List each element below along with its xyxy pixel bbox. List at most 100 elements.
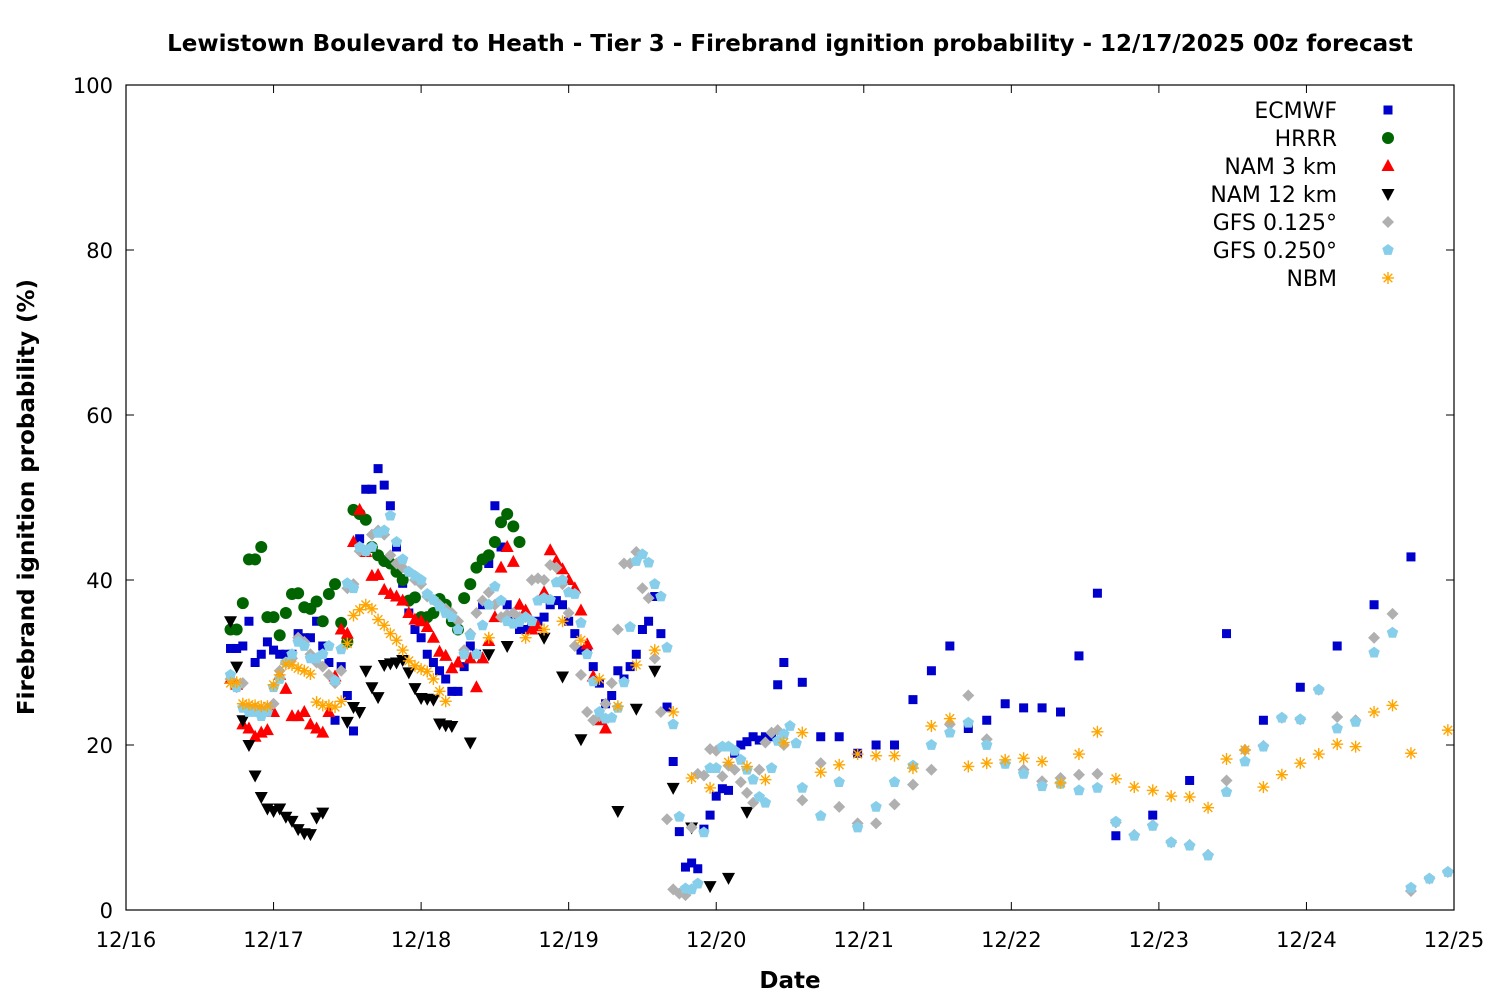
gfs-0-250-point <box>735 753 747 765</box>
ecmwf-point <box>392 542 402 552</box>
nbm-point <box>1183 790 1196 803</box>
nbm-point <box>230 676 243 689</box>
ecmwf-point <box>521 625 531 634</box>
data-points <box>224 464 1454 902</box>
hrrr-point <box>310 595 323 608</box>
gfs-0-250-point <box>888 776 901 787</box>
x-tick-label: 12/17 <box>243 928 304 952</box>
gfs-0-250-point <box>323 640 335 651</box>
nbm-point <box>906 762 919 775</box>
nbm-point <box>943 712 956 725</box>
gfs-0-250-point <box>1128 829 1140 841</box>
gfs-0-250-point <box>366 541 378 552</box>
nbm-point <box>1165 790 1178 803</box>
ecmwf-point <box>724 785 734 795</box>
nbm-point <box>359 598 372 611</box>
hrrr-point <box>267 611 280 624</box>
ecmwf-point <box>576 645 586 655</box>
nbm-point <box>1072 748 1085 761</box>
hrrr-point <box>396 574 409 586</box>
x-tick-label: 12/20 <box>686 928 747 952</box>
gfs-0-250-point <box>1294 713 1306 725</box>
gfs-0-250-point <box>495 594 507 606</box>
nbm-point <box>814 766 827 779</box>
gfs-0-250-point <box>778 728 790 740</box>
gfs-0-250-point <box>655 590 667 602</box>
gfs-0-125-point <box>550 561 563 574</box>
ecmwf-point <box>1019 703 1029 713</box>
gfs-0-250-point <box>1202 849 1214 861</box>
nbm-point <box>538 623 551 636</box>
gfs-0-125-point <box>1091 767 1104 780</box>
gfs-0-250-point <box>606 711 618 723</box>
nbm-point <box>611 700 624 713</box>
hrrr-point <box>482 549 495 562</box>
nbm-point <box>267 678 280 691</box>
nbm-point <box>722 756 735 769</box>
nbm-point <box>519 631 532 644</box>
nam-3-km-point <box>451 655 465 668</box>
gfs-0-250-point <box>618 676 630 688</box>
nbm-point <box>1017 752 1030 765</box>
chart-title: Lewistown Boulevard to Heath - Tier 3 - … <box>167 31 1413 57</box>
gfs-0-250-point <box>224 668 237 680</box>
nam-12-km-point <box>703 881 717 894</box>
ecmwf-point <box>379 480 389 490</box>
ecmwf-point <box>318 641 328 651</box>
gfs-0-250-point <box>446 611 458 622</box>
nam-3-km-point <box>402 606 416 618</box>
ecmwf-point <box>551 596 561 606</box>
ecmwf-point <box>312 616 322 626</box>
nam-3-km-point <box>500 540 514 552</box>
nbm-point <box>433 685 446 698</box>
nbm-point <box>1386 699 1399 712</box>
y-tick-label: 40 <box>86 569 113 593</box>
ecmwf-point <box>797 677 807 687</box>
nam-3-km-point <box>531 619 545 632</box>
nam-3-km-point <box>574 603 588 616</box>
ecmwf-point <box>539 612 549 622</box>
ecmwf-point <box>1037 703 1047 713</box>
hrrr-point <box>501 508 514 520</box>
nam-12-km-point <box>303 829 317 842</box>
gfs-0-250-point <box>833 776 845 787</box>
gfs-0-125-point <box>642 592 655 605</box>
nbm-point <box>396 644 409 657</box>
gfs-0-250-point <box>569 588 581 599</box>
ecmwf-point <box>1406 552 1416 562</box>
nam-12-km-point <box>285 815 299 828</box>
gfs-0-125-point <box>759 736 772 749</box>
nam-3-km-point <box>537 585 551 598</box>
gfs-0-250-point <box>692 877 704 889</box>
ecmwf-point <box>674 827 684 837</box>
y-tick-label: 20 <box>86 734 113 758</box>
gfs-0-125-point <box>384 549 397 562</box>
ecmwf-point <box>816 732 826 742</box>
ecmwf-point <box>1332 641 1342 651</box>
gfs-0-250-point <box>870 800 882 812</box>
hrrr-point <box>236 597 249 610</box>
nam-3-km-point <box>316 725 330 738</box>
x-tick-label: 12/16 <box>96 928 157 952</box>
ecmwf-point <box>570 629 580 639</box>
nam-3-km-point <box>353 502 367 515</box>
nam-12-km-point <box>230 661 244 674</box>
hrrr-point <box>255 541 268 553</box>
nbm-point <box>236 697 249 710</box>
nam-12-km-point <box>445 721 459 734</box>
gfs-0-250-point <box>667 718 679 730</box>
nbm-point <box>759 773 772 786</box>
gfs-0-125-point <box>605 677 618 690</box>
nbm-point <box>390 634 403 647</box>
gfs-0-125-point <box>1368 631 1381 644</box>
hrrr-point <box>279 607 292 619</box>
gfs-0-250-point <box>378 524 390 536</box>
ecmwf-point <box>926 666 936 676</box>
x-axis-label: Date <box>759 968 820 994</box>
nbm-point <box>335 695 348 708</box>
gfs-0-125-point <box>611 623 624 636</box>
nam-3-km-point <box>260 723 274 736</box>
gfs-0-250-point <box>347 582 360 594</box>
nam-12-km-point <box>371 692 385 705</box>
legend-label-hrrr: HRRR <box>1275 127 1337 152</box>
